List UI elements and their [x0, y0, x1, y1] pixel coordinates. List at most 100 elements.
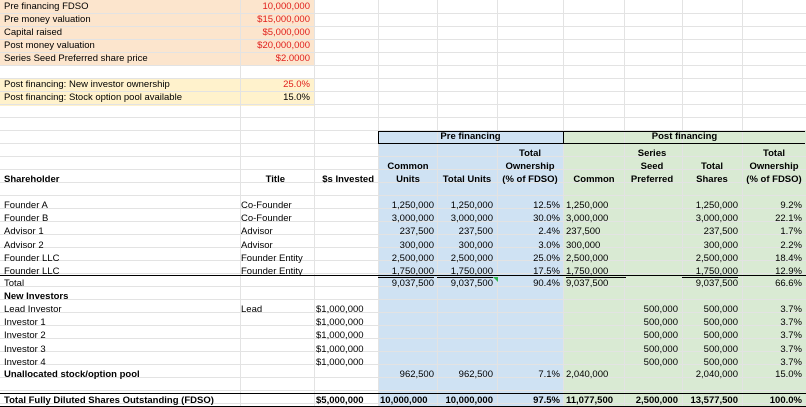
shareholder-name[interactable]: Advisor 2 — [4, 239, 44, 251]
shareholder-title[interactable]: Founder Entity — [241, 266, 303, 277]
shareholder-name[interactable]: Founder LLC — [4, 252, 60, 264]
assumption-value[interactable]: $15,000,000 — [257, 14, 310, 25]
post-common[interactable]: 1,250,000 — [566, 200, 609, 211]
pre-ownership[interactable]: 2.4% — [538, 226, 560, 238]
pre-total-units[interactable]: 2,500,000 — [450, 252, 493, 264]
assumption-value[interactable]: $2.0000 — [275, 53, 310, 64]
pre-ownership[interactable]: 3.0% — [538, 239, 560, 251]
post-common[interactable]: 237,500 — [566, 226, 601, 238]
pre-ownership[interactable]: 30.0% — [533, 213, 560, 225]
post-ownership[interactable]: 9.2% — [780, 200, 802, 211]
investor-invested[interactable]: $1,000,000 — [316, 317, 364, 329]
investor-total-shares[interactable]: 500,000 — [703, 343, 738, 355]
investor-preferred[interactable]: 500,000 — [643, 317, 678, 329]
shareholder-name[interactable]: Founder A — [4, 200, 48, 211]
fdso-invested[interactable]: $5,000,000 — [316, 395, 364, 406]
pool-post-ownership[interactable]: 15.0% — [775, 369, 802, 380]
fdso-post-common[interactable]: 11,077,500 — [566, 395, 614, 406]
post-common[interactable]: 1,750,000 — [566, 266, 626, 278]
investor-invested[interactable]: $1,000,000 — [316, 304, 364, 315]
pre-common-units[interactable]: 3,000,000 — [391, 213, 434, 225]
investor-name[interactable]: Investor 2 — [4, 330, 46, 342]
total-post-common[interactable]: 9,037,500 — [566, 278, 609, 289]
fdso-pre-ownership[interactable]: 97.5% — [533, 395, 560, 406]
investor-title[interactable]: Lead — [241, 304, 263, 315]
post-ownership[interactable]: 2.2% — [780, 239, 802, 251]
shareholder-name[interactable]: Advisor 1 — [4, 226, 44, 238]
pool-post-common[interactable]: 2,040,000 — [566, 369, 609, 380]
post-total-shares[interactable]: 237,500 — [703, 226, 738, 238]
pre-total-units[interactable]: 3,000,000 — [450, 213, 493, 225]
fdso-post-ownership[interactable]: 100.0% — [769, 395, 802, 406]
investor-name[interactable]: Investor 1 — [4, 317, 46, 329]
investor-ownership[interactable]: 3.7% — [780, 356, 802, 368]
shareholder-title[interactable]: Advisor — [241, 239, 273, 251]
pre-common-units[interactable]: 1,750,000 — [378, 266, 434, 278]
investor-invested[interactable]: $1,000,000 — [316, 356, 364, 368]
post-ownership[interactable]: 1.7% — [780, 226, 802, 238]
investor-ownership[interactable]: 3.7% — [780, 343, 802, 355]
investor-total-shares[interactable]: 500,000 — [703, 330, 738, 342]
assumption-value[interactable]: 10,000,000 — [262, 1, 310, 12]
shareholder-title[interactable]: Co-Founder — [241, 213, 292, 225]
post-common[interactable]: 3,000,000 — [566, 213, 609, 225]
post-total-shares[interactable]: 1,750,000 — [682, 266, 738, 278]
investor-ownership[interactable]: 3.7% — [780, 330, 802, 342]
pre-total-units[interactable]: 1,250,000 — [450, 200, 493, 211]
fdso-pre-total[interactable]: 10,000,000 — [445, 395, 493, 406]
investor-total-shares[interactable]: 500,000 — [703, 356, 738, 368]
pre-ownership[interactable]: 25.0% — [533, 252, 560, 264]
post-ownership[interactable]: 18.4% — [775, 252, 802, 264]
pre-common-units[interactable]: 300,000 — [399, 239, 434, 251]
pre-common-units[interactable]: 237,500 — [399, 226, 434, 238]
investor-ownership[interactable]: 3.7% — [780, 304, 802, 315]
total-post-total[interactable]: 9,037,500 — [695, 278, 738, 289]
assumption-value[interactable]: $5,000,000 — [262, 27, 310, 38]
shareholder-title[interactable]: Founder Entity — [241, 252, 303, 264]
pre-ownership[interactable]: 12.5% — [533, 200, 560, 211]
fdso-post-preferred[interactable]: 2,500,000 — [635, 395, 678, 406]
investor-total-shares[interactable]: 500,000 — [703, 304, 738, 315]
pool-pre-total[interactable]: 962,500 — [458, 369, 493, 380]
pre-total-units[interactable]: 237,500 — [458, 226, 493, 238]
post-total-shares[interactable]: 2,500,000 — [695, 252, 738, 264]
pre-total-units[interactable]: 1,750,000 — [437, 266, 493, 278]
post-total-shares[interactable]: 3,000,000 — [695, 213, 738, 225]
total-pre-ownership[interactable]: 90.4% — [533, 278, 560, 289]
total-pre-common[interactable]: 9,037,500 — [391, 278, 434, 289]
investor-ownership[interactable]: 3.7% — [780, 317, 802, 329]
fdso-pre-common[interactable]: 10,000,000 — [380, 395, 428, 406]
investor-invested[interactable]: $1,000,000 — [316, 330, 364, 342]
total-post-ownership[interactable]: 66.6% — [775, 278, 802, 289]
investor-preferred[interactable]: 500,000 — [643, 304, 678, 315]
investor-invested[interactable]: $1,000,000 — [316, 343, 364, 355]
investor-name[interactable]: Investor 4 — [4, 356, 46, 368]
input-value[interactable]: 15.0% — [283, 92, 310, 103]
assumption-value[interactable]: $20,000,000 — [257, 40, 310, 51]
pre-common-units[interactable]: 2,500,000 — [391, 252, 434, 264]
shareholder-title[interactable]: Advisor — [241, 226, 273, 238]
pre-ownership[interactable]: 17.5% — [533, 266, 560, 277]
pool-pre-ownership[interactable]: 7.1% — [538, 369, 560, 380]
shareholder-title[interactable]: Co-Founder — [241, 200, 292, 211]
post-common[interactable]: 2,500,000 — [566, 252, 609, 264]
input-value[interactable]: 25.0% — [283, 79, 310, 90]
investor-name[interactable]: Investor 3 — [4, 343, 46, 355]
investor-preferred[interactable]: 500,000 — [643, 343, 678, 355]
pool-post-total[interactable]: 2,040,000 — [695, 369, 738, 380]
shareholder-name[interactable]: Founder B — [4, 213, 49, 225]
post-ownership[interactable]: 22.1% — [775, 213, 802, 225]
investor-preferred[interactable]: 500,000 — [643, 356, 678, 368]
total-pre-total[interactable]: 9,037,500 — [450, 278, 493, 289]
post-total-shares[interactable]: 300,000 — [703, 239, 738, 251]
fdso-post-total[interactable]: 13,577,500 — [690, 395, 738, 406]
post-common[interactable]: 300,000 — [566, 239, 601, 251]
shareholder-name[interactable]: Founder LLC — [4, 266, 60, 277]
investor-total-shares[interactable]: 500,000 — [703, 317, 738, 329]
pre-common-units[interactable]: 1,250,000 — [391, 200, 434, 211]
pre-total-units[interactable]: 300,000 — [458, 239, 493, 251]
post-ownership[interactable]: 12.9% — [775, 266, 802, 277]
post-total-shares[interactable]: 1,250,000 — [695, 200, 738, 211]
investor-preferred[interactable]: 500,000 — [643, 330, 678, 342]
